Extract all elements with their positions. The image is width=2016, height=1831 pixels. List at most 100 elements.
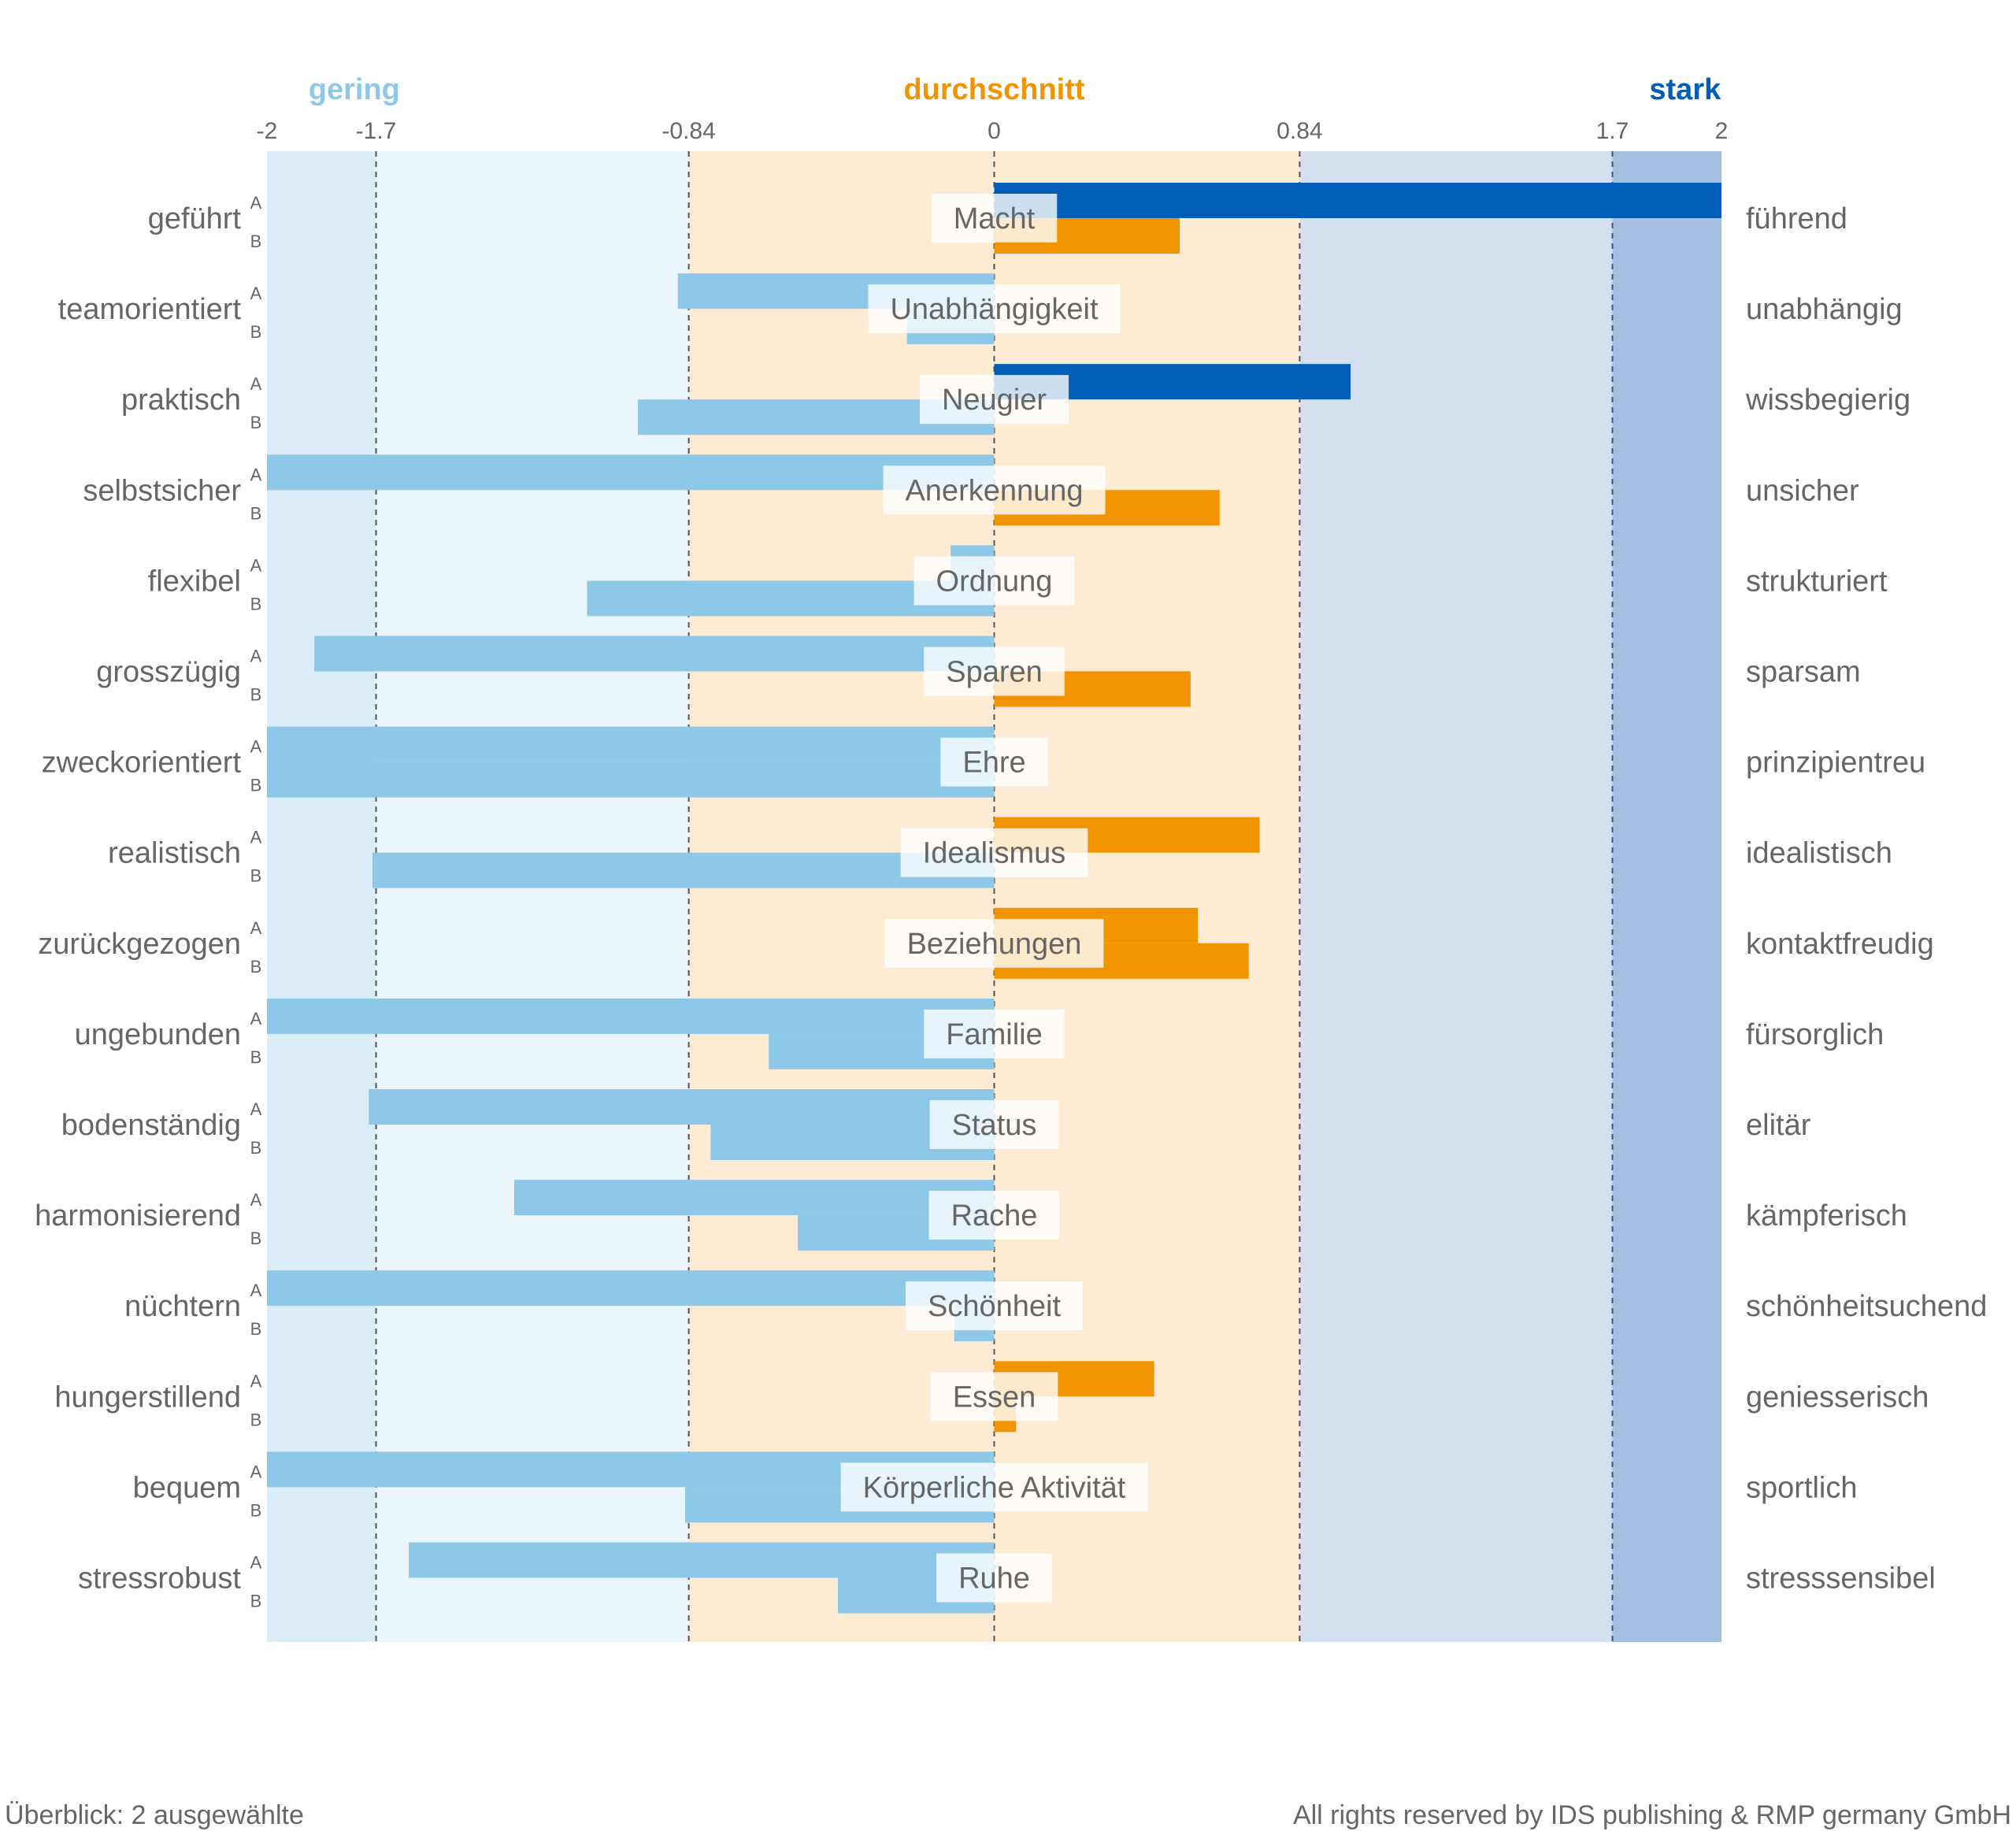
row-marker-a: A [250, 1371, 262, 1391]
category-label-box [919, 375, 1069, 424]
right-label: wissbegierig [1745, 384, 1910, 417]
left-label: stressrobust [78, 1562, 241, 1596]
x-axis: -2 -1.7 -0.84 0 0.84 1.7 2 [257, 118, 1729, 144]
right-label: prinzipientreu [1746, 747, 1925, 780]
row-marker-a: A [250, 374, 262, 394]
category-label-box [931, 194, 1058, 243]
category-label-box [884, 918, 1104, 968]
right-label: idealistisch [1746, 837, 1892, 870]
x-tick-label: 0 [988, 118, 1001, 144]
left-label: selbstsicher [83, 474, 241, 507]
category-label-group: Ruhe [936, 1553, 1052, 1603]
right-label: stresssensibel [1746, 1562, 1936, 1596]
row-marker-a: A [250, 1190, 262, 1210]
row-marker-a: A [250, 1553, 262, 1573]
header-high: stark [1649, 73, 1721, 106]
bar-a-11 [513, 1180, 995, 1216]
category-label: Anerkennung [905, 474, 1083, 507]
row-marker-a: A [250, 647, 262, 666]
category-label: Ordnung [936, 565, 1053, 598]
row-marker-a: A [250, 465, 262, 484]
right-label: unsicher [1746, 474, 1859, 507]
left-label: bequem [133, 1471, 241, 1504]
category-label-group: Ehre [940, 737, 1048, 787]
category-label-group: Schönheit [905, 1281, 1084, 1331]
left-label: zurückgezogen [38, 928, 241, 961]
category-label-box [940, 737, 1048, 787]
x-tick-label: -1.7 [356, 118, 397, 144]
row-marker-a: A [250, 1099, 262, 1119]
row-marker-b: B [250, 1229, 262, 1248]
left-label: praktisch [121, 384, 241, 417]
right-label: fürsorglich [1746, 1018, 1884, 1051]
row-marker-b: B [250, 413, 262, 432]
row-marker-b: B [250, 503, 262, 523]
row-marker-a: A [250, 828, 262, 847]
category-label-group: Neugier [919, 375, 1069, 424]
background-zones [267, 151, 1721, 1642]
category-label: Rache [951, 1199, 1038, 1232]
row-marker-a: A [250, 1009, 262, 1029]
category-label: Beziehungen [907, 928, 1082, 961]
category-label: Ehre [962, 747, 1025, 780]
bar-b-7 [372, 852, 995, 888]
category-label-box [840, 1462, 1148, 1512]
row-marker-b: B [250, 594, 262, 613]
category-label: Ruhe [958, 1562, 1030, 1596]
category-label: Sparen [946, 656, 1043, 689]
category-label-group: Familie [924, 1009, 1065, 1058]
category-label-box [930, 1372, 1058, 1421]
category-label: Idealismus [923, 837, 1066, 870]
right-label: kontaktfreudig [1746, 928, 1934, 961]
chart: Macht Unabhängigkeit Neugier Anerkennung Ord… [35, 73, 1987, 1642]
x-tick-label: 2 [1715, 118, 1729, 144]
category-label-group: Unabhängigkeit [868, 284, 1121, 334]
category-label-group: Macht [931, 194, 1058, 243]
bar-a-0 [994, 183, 1721, 218]
row-marker-a: A [250, 737, 262, 757]
category-label-group: Beziehungen [884, 918, 1104, 968]
footer-right: All rights reserved by IDS publishing & … [1292, 1800, 2011, 1830]
category-label: Neugier [942, 384, 1047, 417]
right-label: strukturiert [1746, 565, 1888, 598]
bar-a-9 [267, 998, 995, 1034]
zone-inner-high [1299, 151, 1613, 1642]
row-marker-a: A [250, 555, 262, 575]
row-marker-b: B [250, 776, 262, 795]
left-label: flexibel [148, 565, 241, 598]
bar-a-6 [267, 726, 995, 762]
header-low: gering [309, 73, 400, 106]
category-label: Unabhängigkeit [890, 293, 1099, 326]
category-label-group: Essen [930, 1372, 1058, 1421]
row-marker-b: B [250, 1500, 262, 1520]
zone-outer-high [1612, 151, 1721, 1642]
row-marker-b: B [250, 685, 262, 705]
x-tick-label: -2 [257, 118, 278, 144]
right-label: elitär [1746, 1109, 1811, 1142]
category-label-box [900, 828, 1088, 877]
category-label-group: Status [929, 1100, 1059, 1149]
category-label-group: Sparen [924, 647, 1065, 696]
row-marker-b: B [250, 1410, 262, 1429]
category-label-box [936, 1553, 1052, 1603]
left-label: bodenständig [61, 1109, 241, 1142]
category-label: Familie [946, 1018, 1042, 1051]
category-label-group: Ordnung [914, 556, 1075, 606]
row-marker-b: B [250, 1319, 262, 1339]
category-label-group: Idealismus [900, 828, 1088, 877]
row-marker-b: B [250, 957, 262, 977]
left-label: realistisch [108, 837, 241, 870]
zone-inner-low [376, 151, 689, 1642]
category-label: Schönheit [928, 1290, 1061, 1323]
right-label: kämpferisch [1746, 1199, 1907, 1232]
right-label: sparsam [1746, 656, 1861, 689]
right-label: unabhängig [1746, 293, 1903, 326]
row-marker-a: A [250, 284, 262, 303]
left-label: ungebunden [75, 1018, 241, 1051]
row-marker-a: A [250, 918, 262, 938]
left-label: hungerstillend [54, 1381, 241, 1414]
left-label: zweckorientiert [42, 747, 242, 780]
x-tick-label: 0.84 [1277, 118, 1322, 144]
category-label-box [883, 465, 1106, 515]
